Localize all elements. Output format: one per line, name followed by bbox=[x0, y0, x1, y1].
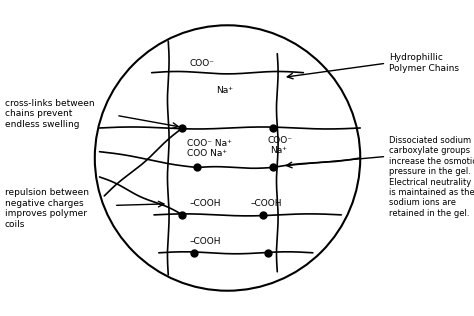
Text: –COOH: –COOH bbox=[250, 199, 282, 208]
Text: COO⁻ Na⁺: COO⁻ Na⁺ bbox=[187, 139, 232, 148]
Text: –COOH: –COOH bbox=[190, 237, 221, 246]
Text: Na⁺: Na⁺ bbox=[270, 146, 287, 155]
Text: COO⁻: COO⁻ bbox=[268, 136, 293, 145]
Text: Hydrophillic
Polymer Chains: Hydrophillic Polymer Chains bbox=[389, 53, 459, 73]
Text: repulsion between
negative charges
improves polymer
coils: repulsion between negative charges impro… bbox=[5, 188, 89, 229]
Text: COO⁻: COO⁻ bbox=[190, 59, 215, 68]
Text: COO Na⁺: COO Na⁺ bbox=[187, 149, 228, 158]
Text: Dissociated sodium
carboxylate groups
increase the osmotic
pressure in the gel.
: Dissociated sodium carboxylate groups in… bbox=[389, 136, 474, 218]
Text: –COOH: –COOH bbox=[190, 199, 221, 208]
Text: Na⁺: Na⁺ bbox=[216, 86, 233, 94]
Text: cross-links between
chains prevent
endless swelling: cross-links between chains prevent endle… bbox=[5, 99, 94, 129]
